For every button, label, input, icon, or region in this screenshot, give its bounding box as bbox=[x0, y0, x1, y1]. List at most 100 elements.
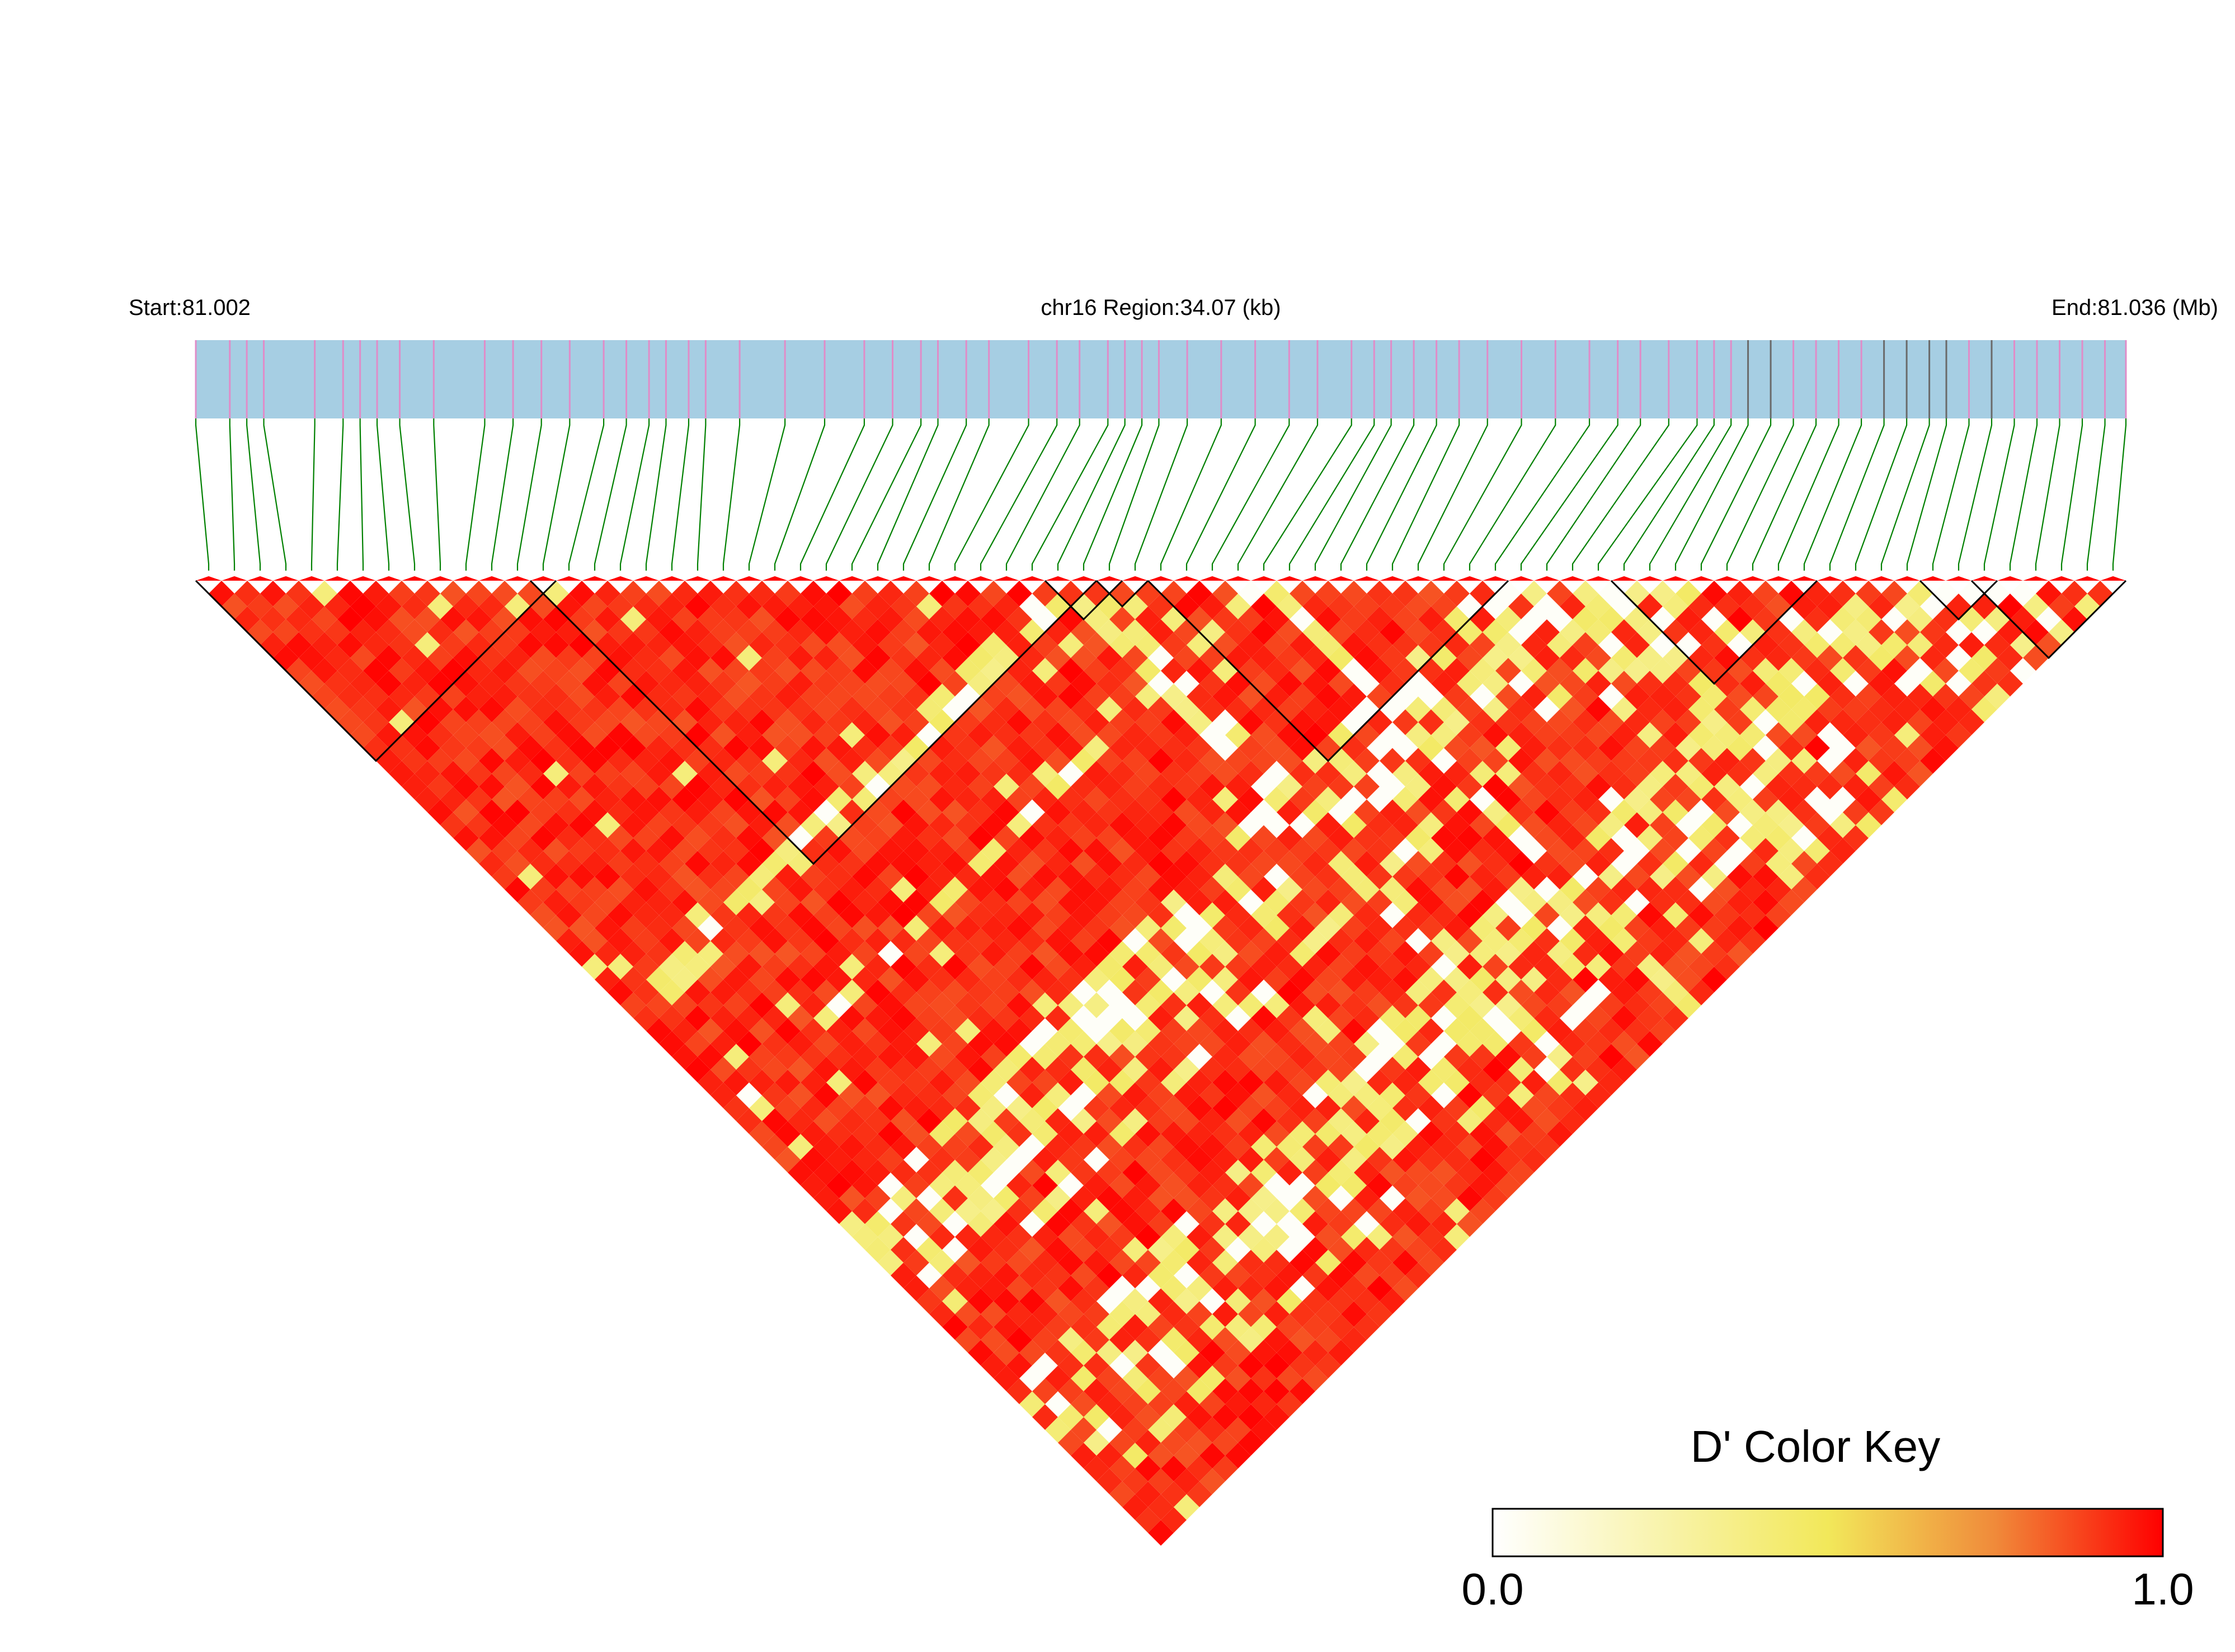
snp-connector bbox=[1417, 418, 1488, 571]
haplotype-block-outline bbox=[529, 580, 1098, 865]
snp-connector bbox=[1983, 418, 2015, 571]
snp-marker bbox=[1560, 576, 1585, 581]
snp-marker bbox=[685, 576, 711, 581]
snp-connector bbox=[491, 418, 514, 571]
snp-connector bbox=[697, 418, 707, 571]
snp-marker bbox=[788, 576, 813, 581]
snp-connector bbox=[1623, 418, 1715, 571]
snp-connector bbox=[1443, 418, 1522, 571]
snp-connector bbox=[263, 418, 287, 571]
snp-marker bbox=[1251, 576, 1277, 581]
snp-connector bbox=[1134, 418, 1188, 571]
snp-connector bbox=[1469, 418, 1556, 571]
snp-marker bbox=[427, 576, 453, 581]
snp-marker bbox=[2100, 576, 2126, 581]
snp-marker bbox=[1380, 576, 1405, 581]
snp-connector bbox=[568, 418, 605, 571]
snp-connector bbox=[310, 418, 316, 571]
snp-connector bbox=[1958, 418, 1993, 571]
snp-connector bbox=[1880, 418, 1930, 571]
snp-ticks bbox=[195, 340, 2127, 418]
snp-marker bbox=[1869, 576, 1894, 581]
snp-marker bbox=[299, 576, 324, 581]
snp-connector bbox=[851, 418, 922, 571]
snp-marker bbox=[324, 576, 350, 581]
snp-connector bbox=[1726, 418, 1794, 571]
end-label: End:81.036 (Mb) bbox=[2052, 295, 2218, 320]
snp-connector bbox=[799, 418, 865, 571]
snp-marker bbox=[1894, 576, 1920, 581]
ld-cells bbox=[196, 576, 2126, 1546]
snp-marker bbox=[350, 576, 376, 581]
snp-connector bbox=[1906, 418, 1947, 571]
snp-connector bbox=[645, 418, 667, 571]
region-label: chr16 Region:34.07 (kb) bbox=[1041, 295, 1281, 320]
snp-marker bbox=[1585, 576, 1611, 581]
snp-marker bbox=[1097, 576, 1122, 581]
snp-marker bbox=[1019, 576, 1045, 581]
snp-marker bbox=[659, 576, 685, 581]
snp-connector bbox=[594, 418, 627, 571]
snp-connector bbox=[1803, 418, 1862, 571]
color-key-max-label: 1.0 bbox=[2132, 1564, 2194, 1614]
snp-marker bbox=[1663, 576, 1688, 581]
snp-connector bbox=[2009, 418, 2038, 571]
snp-connector bbox=[542, 418, 571, 571]
snp-connector bbox=[1237, 418, 1319, 571]
snp-marker bbox=[633, 576, 659, 581]
snp-connector bbox=[1546, 418, 1641, 571]
snp-connector bbox=[229, 418, 236, 571]
snp-marker bbox=[1225, 576, 1251, 581]
snp-connector bbox=[1005, 418, 1080, 571]
snp-marker bbox=[891, 576, 916, 581]
haplotype-blocks bbox=[195, 580, 2127, 865]
snp-marker bbox=[994, 576, 1019, 581]
color-key-min-label: 0.0 bbox=[1461, 1564, 1523, 1614]
snp-marker bbox=[1302, 576, 1328, 581]
snp-connector bbox=[246, 418, 261, 571]
snp-marker bbox=[247, 576, 273, 581]
snp-connector bbox=[336, 418, 344, 571]
haplotype-block-outline bbox=[1147, 580, 1509, 763]
snp-connector bbox=[1263, 418, 1352, 571]
snp-marker bbox=[402, 576, 427, 581]
snp-marker bbox=[1071, 576, 1097, 581]
snp-connector bbox=[433, 418, 441, 571]
snp-marker bbox=[1457, 576, 1483, 581]
snp-marker bbox=[1354, 576, 1380, 581]
snp-connector bbox=[195, 418, 210, 571]
snp-marker bbox=[1199, 576, 1225, 581]
snp-marker bbox=[1637, 576, 1663, 581]
snp-marker bbox=[1148, 576, 1174, 581]
snp-marker bbox=[2074, 576, 2100, 581]
snp-connector bbox=[1855, 418, 1908, 571]
snp-connector bbox=[2112, 418, 2127, 571]
snp-connector bbox=[1752, 418, 1817, 571]
haplotype-block-outline bbox=[1610, 580, 1818, 685]
snp-connector bbox=[774, 418, 826, 571]
snp-marker bbox=[556, 576, 582, 581]
snp-marker bbox=[711, 576, 736, 581]
snp-marker bbox=[453, 576, 479, 581]
snp-marker bbox=[1122, 576, 1148, 581]
snp-marker bbox=[1277, 576, 1302, 581]
snp-marker bbox=[505, 576, 530, 581]
snp-connector bbox=[619, 418, 650, 571]
snp-marker bbox=[1740, 576, 1766, 581]
snp-connector bbox=[980, 418, 1058, 571]
snp-connector bbox=[2060, 418, 2083, 571]
snp-connector bbox=[1829, 418, 1885, 571]
snp-marker bbox=[1997, 576, 2023, 581]
snp-connector bbox=[928, 418, 990, 571]
snp-connector bbox=[1185, 418, 1256, 571]
snp-marker bbox=[1791, 576, 1817, 581]
snp-marker bbox=[1971, 576, 1997, 581]
snp-connector bbox=[722, 418, 741, 571]
snp-connector bbox=[954, 418, 1029, 571]
snp-marker bbox=[1508, 576, 1534, 581]
snp-connector bbox=[1597, 418, 1698, 571]
snp-connector bbox=[1700, 418, 1772, 571]
snp-marker bbox=[608, 576, 633, 581]
snp-marker bbox=[1405, 576, 1431, 581]
snp-marker bbox=[1483, 576, 1508, 581]
